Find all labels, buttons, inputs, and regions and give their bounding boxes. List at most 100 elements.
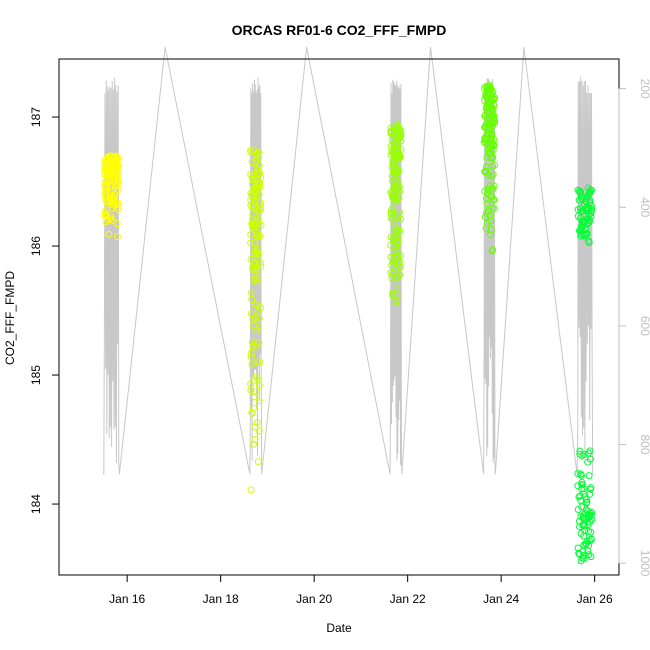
data-point [482,209,490,217]
data-point [105,198,112,206]
data-point [490,115,498,122]
data-point [105,177,113,185]
data-point [580,451,588,458]
data-point [111,171,119,179]
data-point [389,289,397,297]
data-point [253,374,261,382]
data-point [394,253,402,261]
data-point [482,89,490,97]
data-point [487,90,495,98]
data-point [248,338,256,346]
data-point [489,196,497,204]
data-point [482,195,490,203]
data-point [482,92,490,100]
secondary-y-tick-label: 400 [638,197,650,217]
data-point [577,470,585,478]
data-point [584,521,592,529]
secondary-y-tick-label: 800 [638,435,650,455]
data-point [584,458,592,466]
data-point [585,551,593,559]
data-point [574,544,582,552]
data-point [577,230,585,238]
pressure-line-layer [103,47,594,475]
data-point [251,258,259,266]
data-point [587,535,595,543]
data-point [487,145,495,153]
data-point [101,212,109,220]
data-point [392,169,400,177]
data-point [102,187,110,194]
data-point [485,145,493,153]
y-tick-label: 185 [29,365,43,385]
data-point [586,188,594,196]
x-tick-label: Jan 16 [109,592,145,606]
data-point [102,211,110,219]
data-point [249,211,257,218]
data-point [394,121,402,129]
data-point [392,226,400,234]
data-point [587,186,594,194]
chart-title: ORCAS RF01-6 CO2_FFF_FMPD [232,22,447,38]
data-point [392,284,400,292]
data-point [252,327,260,334]
data-point [576,450,584,458]
data-point [110,201,118,208]
data-point [387,253,395,261]
secondary-y-tick-label: 1000 [638,550,650,577]
data-point [250,194,258,202]
data-point [252,267,260,275]
data-point [252,212,260,220]
data-points-layer [101,82,596,565]
x-axis: Jan 16 Jan 18 Jan 20 Jan 22 Jan 24 Jan 26 [109,574,613,606]
data-point [113,201,121,209]
data-point [488,172,496,180]
data-point [251,388,259,396]
data-point [251,423,259,431]
data-point [578,478,586,486]
data-point [484,186,492,194]
data-point [581,200,589,208]
data-point [252,373,260,381]
data-point [587,484,595,492]
data-point [388,164,396,172]
data-point [583,496,590,503]
data-point [253,419,261,427]
data-point [483,130,491,138]
data-point [483,153,491,161]
data-point [576,226,584,234]
data-point [248,353,255,361]
data-point [248,361,256,368]
data-point [586,447,594,455]
data-point [101,208,109,216]
data-point [389,189,397,197]
data-point [489,246,497,254]
data-point [108,204,116,212]
data-point [387,214,395,222]
data-point [101,210,109,218]
data-point [389,292,397,300]
data-point [578,223,585,230]
data-point [252,314,259,321]
data-point [576,492,584,500]
data-point [387,142,395,150]
data-point [487,231,494,239]
data-point [112,164,120,172]
data-point [247,380,255,388]
y-axis: 184 185 186 187 [29,107,60,514]
data-point [248,295,256,303]
data-point [390,234,398,242]
data-point [483,103,491,111]
data-point [101,178,109,186]
data-point [251,189,259,197]
data-point [585,472,593,480]
data-point [251,300,259,308]
data-point [581,527,589,535]
secondary-y-tick-label: 200 [638,79,650,99]
data-point [393,157,401,165]
data-point [102,187,110,195]
x-tick-label: Jan 18 [203,592,239,606]
data-point [108,165,116,173]
data-point [249,265,257,273]
data-point [391,197,399,205]
